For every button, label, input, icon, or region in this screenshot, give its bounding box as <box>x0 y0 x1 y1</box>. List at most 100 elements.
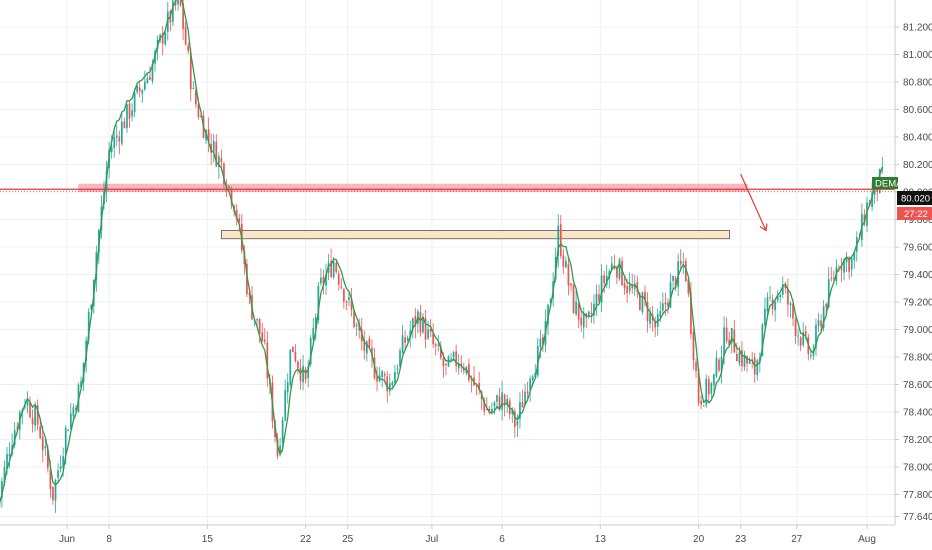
candle-body <box>575 301 577 315</box>
candle-body <box>677 261 680 287</box>
candle-body <box>559 224 562 256</box>
x-tick-label: 25 <box>342 534 354 545</box>
candle-body <box>383 373 386 376</box>
candle-body <box>516 421 519 426</box>
candle-body <box>690 292 692 334</box>
candle-body <box>787 288 789 305</box>
candle-body <box>684 261 687 281</box>
candle-body <box>365 341 368 354</box>
candle-body <box>217 156 220 168</box>
candle-body <box>143 81 146 90</box>
candle-body <box>503 394 506 405</box>
candle-body <box>810 355 812 357</box>
x-tick-label: Aug <box>858 534 876 545</box>
candle-body <box>123 121 126 129</box>
candle-body <box>848 257 850 272</box>
candle-body <box>131 110 133 117</box>
candle-body <box>789 303 792 306</box>
candle-body <box>542 337 544 345</box>
candle-body <box>774 301 776 311</box>
candle-body <box>133 92 136 113</box>
candle-body <box>80 381 82 388</box>
candle-body <box>391 382 394 386</box>
candle-body <box>633 283 636 290</box>
candle-body <box>409 330 412 338</box>
x-tick-label: 15 <box>202 534 214 545</box>
candle-body <box>411 318 414 330</box>
candle-body <box>496 395 498 402</box>
x-tick-label: Jun <box>59 534 75 545</box>
candle-body <box>294 351 297 362</box>
y-tick-label: 78.600 <box>903 380 932 391</box>
candle-body <box>577 303 580 320</box>
candle-body <box>447 356 450 367</box>
candle-body <box>141 89 144 94</box>
candle-body <box>304 368 307 380</box>
candle-body <box>718 359 720 371</box>
y-tick-label: 81.200 <box>903 23 932 34</box>
candle-body <box>572 285 575 314</box>
candle-body <box>817 320 820 326</box>
x-tick-label: 6 <box>499 534 505 545</box>
candle-body <box>687 279 690 294</box>
y-tick-label: 81.000 <box>903 50 932 61</box>
candle-body <box>827 279 830 308</box>
candle-body <box>779 294 782 298</box>
candle-body <box>381 371 384 378</box>
y-tick-label: 79.200 <box>903 298 932 309</box>
candle-body <box>399 350 401 367</box>
candle-body <box>832 278 835 280</box>
candle-body <box>713 374 715 386</box>
candle-body <box>263 339 266 342</box>
candle-body <box>414 316 417 327</box>
candle-body <box>654 322 657 328</box>
candle-body <box>1 481 3 498</box>
candle-body <box>118 136 121 142</box>
y-tick-label: 79.400 <box>903 270 932 281</box>
time-axis[interactable]: Jun 8 15 22 25 Jul 6 13 20 23 27 Aug <box>59 525 876 545</box>
candle-body <box>340 286 343 288</box>
candle-body <box>664 302 667 305</box>
candle-body <box>432 333 435 345</box>
candle-body <box>600 275 603 303</box>
candle-body <box>501 392 503 410</box>
candle-body <box>261 332 264 342</box>
candle-body <box>628 284 631 292</box>
candle-body <box>439 346 442 358</box>
price-badges: DEMA 80.020 27:22 <box>872 177 932 220</box>
forecast-arrow-line <box>740 173 767 231</box>
candle-body <box>75 407 77 411</box>
candle-body <box>189 51 192 90</box>
candle-body <box>187 45 190 52</box>
candle-body <box>697 368 700 403</box>
candle-body <box>57 470 59 478</box>
candle-body <box>195 89 197 105</box>
y-tick-label: 77.640 <box>903 512 932 523</box>
x-tick-label: 23 <box>735 534 747 545</box>
candle-body <box>871 192 873 207</box>
candle-body <box>513 411 516 428</box>
candle-body <box>866 202 868 226</box>
candle-body <box>667 302 669 307</box>
candle-body <box>90 304 93 310</box>
candle-body <box>526 391 529 393</box>
candle-body <box>590 313 593 315</box>
candle-body <box>348 297 350 301</box>
candle-body <box>256 318 258 321</box>
candle-body <box>519 402 521 420</box>
candle-body <box>764 308 766 326</box>
candle-body <box>419 312 422 333</box>
candle-body <box>325 274 327 286</box>
candle-body <box>149 76 151 80</box>
candle-body <box>36 405 39 425</box>
candle-body <box>850 258 853 270</box>
candle-body <box>197 104 200 118</box>
y-tick-label: 80.400 <box>903 133 932 144</box>
candle-body <box>29 402 31 418</box>
candle-body <box>623 283 626 289</box>
candle-body <box>424 317 427 340</box>
y-tick-label: 77.800 <box>903 490 932 501</box>
candle-body <box>802 331 805 345</box>
candle-body <box>804 331 807 336</box>
